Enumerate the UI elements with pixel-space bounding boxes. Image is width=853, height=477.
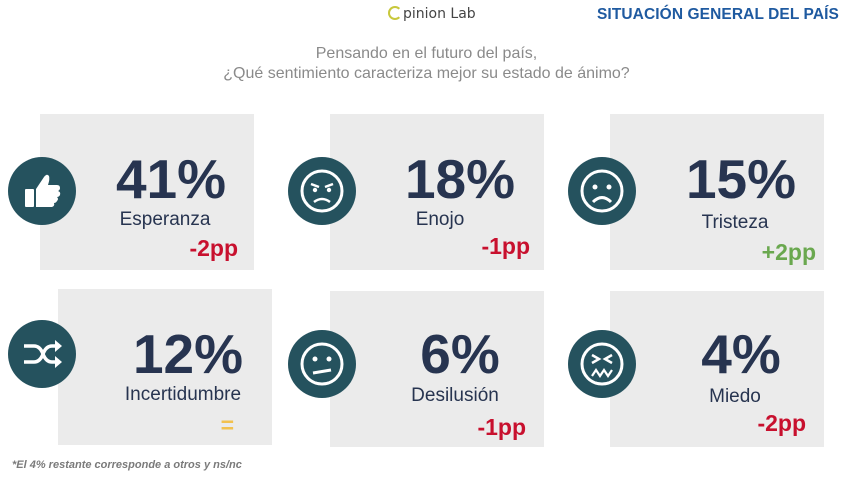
logo-text: pinion Lab bbox=[403, 6, 476, 22]
brand-logo: pinion Lab bbox=[388, 6, 476, 22]
category-label: Miedo bbox=[709, 386, 761, 407]
card-enojo bbox=[330, 114, 544, 270]
card-incertidumbre bbox=[58, 289, 272, 445]
logo-o-icon bbox=[388, 6, 402, 20]
delta-value: +2pp bbox=[761, 239, 816, 265]
category-label: Esperanza bbox=[119, 209, 211, 230]
scared-face-icon bbox=[568, 330, 636, 398]
delta-value: -1pp bbox=[481, 233, 530, 259]
footnote: *El 4% restante corresponde a otros y ns… bbox=[12, 459, 242, 471]
card-miedo bbox=[610, 291, 824, 447]
pct-value: 6% bbox=[420, 323, 500, 385]
disappointed-face-icon bbox=[288, 330, 356, 398]
pct-value: 18% bbox=[404, 148, 516, 210]
angry-face-icon bbox=[288, 157, 356, 225]
sad-face-icon bbox=[568, 157, 636, 225]
question-line-1: Pensando en el futuro del país, bbox=[315, 45, 538, 62]
thumbs-up-icon bbox=[8, 157, 76, 225]
pct-value: 15% bbox=[685, 148, 797, 210]
category-label: Tristeza bbox=[701, 212, 769, 233]
delta-value: -2pp bbox=[757, 410, 806, 436]
question-line-2: ¿Qué sentimiento caracteriza mejor su es… bbox=[223, 65, 630, 82]
card-desilusion bbox=[330, 291, 544, 447]
card-tristeza bbox=[610, 114, 824, 270]
page-title: SITUACIÓN GENERAL DEL PAÍS bbox=[596, 6, 839, 23]
pct-value: 4% bbox=[701, 323, 781, 385]
question-text: Pensando en el futuro del país, ¿Qué sen… bbox=[0, 44, 853, 84]
category-label: Desilusión bbox=[411, 385, 499, 406]
pct-value: 12% bbox=[132, 323, 244, 385]
category-label: Incertidumbre bbox=[124, 384, 242, 405]
shuffle-icon bbox=[8, 320, 76, 388]
delta-value: = bbox=[220, 412, 234, 438]
category-label: Enojo bbox=[415, 209, 465, 230]
delta-value: -2pp bbox=[189, 235, 238, 261]
pct-value: 41% bbox=[115, 148, 227, 210]
delta-value: -1pp bbox=[477, 414, 526, 440]
